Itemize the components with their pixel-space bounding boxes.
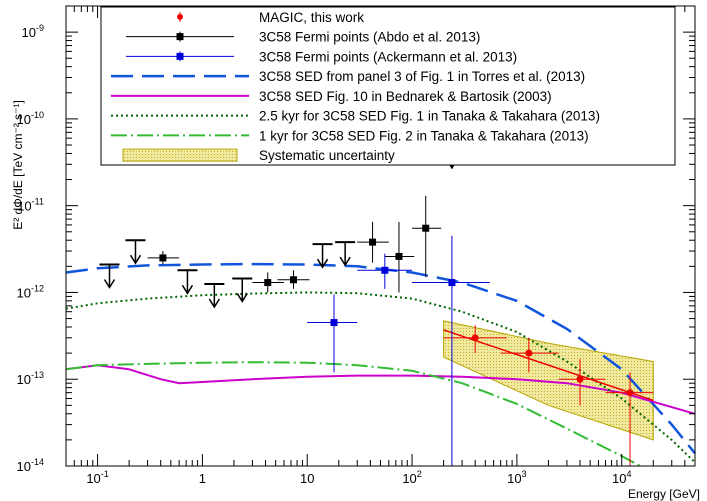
data-point — [443, 325, 507, 354]
legend-label: 1 kyr for 3C58 SED Fig. 2 in Tanaka & Ta… — [259, 128, 589, 143]
legend-label: 2.5 kyr for 3C58 SED Fig. 1 in Tanaka & … — [259, 109, 600, 124]
x-tick-label: 10-1 — [86, 469, 108, 486]
systematic-uncertainty-band-layer — [443, 320, 654, 441]
data-point — [147, 251, 180, 265]
point-marker — [290, 276, 298, 284]
upper-limit-arrowhead — [129, 254, 142, 265]
y-tick-label: 10-11 — [17, 197, 44, 214]
upper-limit-arrow — [125, 239, 146, 265]
upper-limit-arrow — [99, 263, 120, 289]
legend-symbol — [122, 148, 238, 162]
data-point — [357, 221, 389, 263]
data-point — [307, 294, 358, 373]
legend-entry: 3C58 SED Fig. 10 in Bednarek & Bartosik … — [111, 89, 552, 104]
legend-label: 3C58 SED Fig. 10 in Bednarek & Bartosik … — [259, 89, 552, 104]
upper-limit-arrow — [232, 277, 253, 303]
model-curve-4 — [65, 364, 696, 415]
point-marker — [381, 266, 389, 274]
legend-label: Systematic uncertainty — [259, 148, 395, 163]
x-tick-label: 10 — [300, 471, 314, 486]
upper-limit-arrowhead — [181, 284, 194, 295]
magic-fit-line — [443, 329, 654, 402]
legend-label: 3C58 Fermi points (Abdo et al. 2013) — [259, 30, 480, 45]
upper-limit-arrowhead — [316, 258, 329, 269]
legend-box — [100, 6, 676, 166]
point-marker — [159, 254, 167, 262]
legend-entry: 1 kyr for 3C58 SED Fig. 2 in Tanaka & Ta… — [111, 128, 589, 143]
legend-entry: Systematic uncertainty — [122, 148, 395, 163]
upper-limit-arrowhead — [103, 279, 116, 289]
upper-limit-arrow — [335, 241, 356, 267]
x-tick-label: 104 — [612, 469, 631, 486]
point-marker — [525, 349, 533, 357]
legend-entry: 3C58 Fermi points (Abdo et al. 2013) — [126, 30, 480, 45]
upper-limit-arrow — [312, 243, 333, 269]
legend-symbol — [176, 52, 184, 60]
y-tick-label: 10-14 — [17, 457, 44, 474]
point-marker — [330, 319, 338, 327]
point-marker — [369, 238, 377, 246]
data-point — [357, 253, 413, 289]
y-tick-label: 10-10 — [17, 110, 44, 127]
legend-symbol — [177, 13, 183, 20]
legend-entry: 3C58 SED from panel 3 of Fig. 1 in Torre… — [111, 69, 585, 84]
x-tick-label: 103 — [507, 469, 526, 486]
data-point — [412, 195, 442, 278]
y-tick-label: 10-13 — [17, 370, 44, 387]
x-tick-label: 1 — [199, 471, 206, 486]
systematic-uncertainty-band — [443, 320, 654, 441]
upper-limit-arrowhead — [339, 256, 351, 267]
data-point — [384, 221, 415, 293]
data-point — [412, 235, 490, 466]
data-point — [277, 270, 310, 289]
legend: MAGIC, this work 3C58 Fermi points (Abdo … — [100, 6, 676, 166]
data-points-layer — [147, 195, 654, 466]
upper-limit-arrow — [204, 283, 225, 309]
upper-limit-arrowhead — [208, 298, 220, 309]
upper-limit-arrow — [177, 269, 198, 295]
model-curve-6 — [65, 361, 641, 467]
y-axis-label: E² dΦ/dE [TeV cm⁻² s⁻¹] — [11, 100, 25, 230]
point-marker — [448, 279, 456, 287]
legend-label: 3C58 SED from panel 3 of Fig. 1 in Torre… — [259, 69, 585, 84]
upper-limit-arrowhead — [236, 293, 248, 303]
data-point — [558, 359, 606, 406]
point-marker — [471, 334, 479, 342]
legend-entry: 2.5 kyr for 3C58 SED Fig. 1 in Tanaka & … — [111, 109, 600, 124]
y-tick-label: 10-12 — [17, 283, 44, 300]
x-tick-label: 102 — [402, 469, 421, 486]
legend-symbol — [176, 33, 184, 41]
data-point — [252, 272, 284, 293]
y-tick-label: 10-9 — [22, 23, 44, 40]
point-marker — [395, 252, 403, 260]
legend-label: 3C58 Fermi points (Ackermann et al. 2013… — [259, 49, 517, 64]
point-marker — [626, 389, 634, 397]
data-point — [500, 337, 559, 373]
legend-label: MAGIC, this work — [259, 10, 364, 25]
point-marker — [264, 279, 272, 287]
legend-entry: 3C58 Fermi points (Ackermann et al. 2013… — [126, 49, 517, 64]
legend-entry: MAGIC, this work — [177, 10, 364, 25]
data-point — [605, 372, 654, 466]
point-marker — [422, 224, 430, 232]
x-axis-label: Energy [GeV] — [628, 487, 700, 501]
point-marker — [576, 375, 584, 383]
